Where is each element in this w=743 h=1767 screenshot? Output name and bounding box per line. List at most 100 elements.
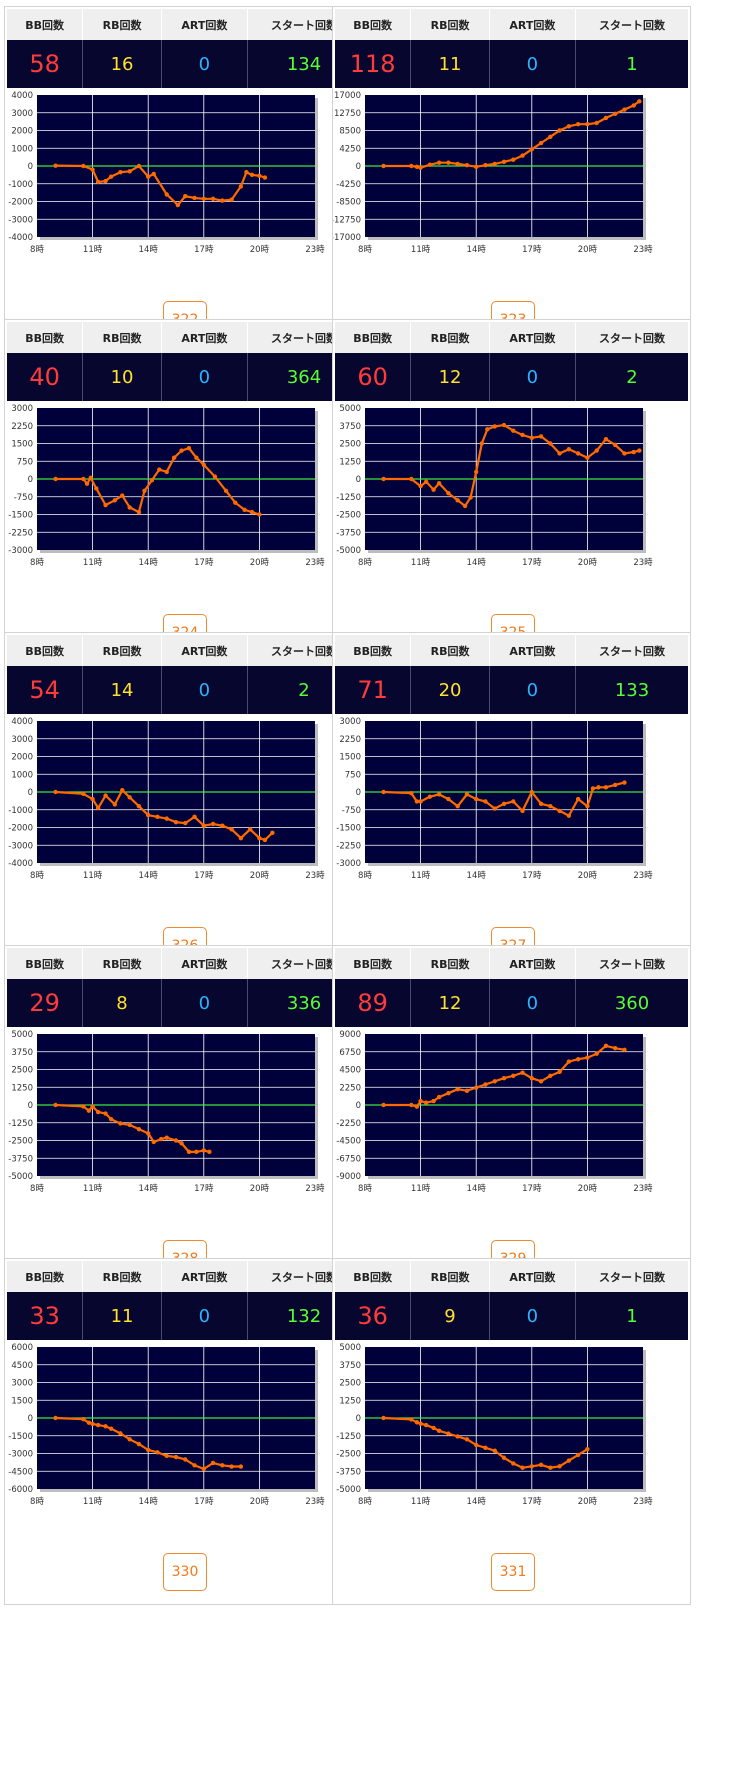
data-point <box>81 1104 86 1109</box>
data-point <box>257 173 262 178</box>
y-tick-label: 4000 <box>11 91 33 101</box>
x-tick-label: 14時 <box>467 1497 487 1507</box>
data-point <box>112 498 118 503</box>
data-point <box>155 814 160 820</box>
rb-header: RB回数 <box>83 9 162 40</box>
y-tick-label: 3000 <box>11 404 33 414</box>
data-point <box>108 1426 114 1431</box>
x-tick-label: 23時 <box>633 1497 653 1507</box>
data-point <box>427 794 433 799</box>
data-point <box>575 451 581 456</box>
y-tick-label: 0 <box>28 162 33 172</box>
x-tick-label: 20時 <box>250 1497 270 1507</box>
data-point <box>446 491 451 496</box>
data-point <box>257 512 262 517</box>
medal-chart: 5000 3750 2500 1250 0 -1250 -2500 -3750 -5000 8時 1… <box>8 1030 325 1194</box>
data-point <box>112 802 118 807</box>
medal-chart: 3000 2250 1500 750 0 -750 -1500 -2250 -3000 8時 11時… <box>336 717 653 881</box>
art-count: 0 <box>490 1292 576 1340</box>
data-point <box>210 1460 216 1466</box>
y-tick-label: 1500 <box>339 753 361 763</box>
data-point <box>108 174 114 179</box>
y-tick-label: 2000 <box>11 127 33 137</box>
data-point <box>381 1415 386 1421</box>
data-point <box>436 1094 442 1100</box>
data-point <box>585 1447 590 1452</box>
machine-number-button[interactable]: 331 <box>491 1553 535 1591</box>
y-tick-label: 2500 <box>11 1066 33 1076</box>
data-point <box>492 1448 497 1453</box>
start-count: 2 <box>626 366 638 388</box>
y-tick-label: -1250 <box>8 1119 33 1129</box>
start-count: 1 <box>626 1305 638 1327</box>
medal-chart: 5000 3750 2500 1250 0 -1250 -2500 -3750 -5000 8時 1… <box>336 1343 653 1507</box>
y-tick-label: 2250 <box>11 422 33 432</box>
data-point <box>613 1046 618 1051</box>
data-point <box>637 99 642 104</box>
bb-count: 71 <box>335 666 412 714</box>
data-point <box>468 495 473 500</box>
x-tick-label: 8時 <box>358 245 372 255</box>
x-tick-label: 20時 <box>250 871 270 881</box>
y-tick-label: -4250 <box>336 180 361 190</box>
y-tick-label: 3750 <box>339 1361 361 1371</box>
x-tick-label: 11時 <box>411 1497 431 1507</box>
data-point <box>183 820 188 826</box>
header-row: BB回数 RB回数 ART回数 スタート回数 <box>335 635 688 666</box>
data-point <box>90 796 95 802</box>
x-tick-label: 8時 <box>30 1497 44 1507</box>
data-point <box>566 813 572 818</box>
data-point <box>223 488 229 494</box>
rb-header: RB回数 <box>411 322 490 353</box>
data-point <box>418 799 423 804</box>
data-point <box>381 1102 386 1108</box>
data-point <box>381 476 386 482</box>
data-point <box>464 162 470 168</box>
data-point <box>409 790 414 796</box>
y-tick-label: 3750 <box>11 1048 33 1058</box>
data-point <box>238 184 244 189</box>
data-point <box>151 171 156 177</box>
data-point <box>242 507 247 512</box>
data-point <box>566 1458 572 1463</box>
data-point <box>585 122 590 127</box>
y-tick-label: 0 <box>28 475 33 485</box>
x-tick-label: 23時 <box>633 245 653 255</box>
x-tick-label: 20時 <box>250 1184 270 1194</box>
x-tick-label: 17時 <box>522 245 542 255</box>
data-point <box>446 1090 451 1096</box>
y-tick-label: 6750 <box>339 1048 361 1058</box>
machine-card-326: BB回数 RB回数 ART回数 スタート回数 54 14 0 2 4000 300… <box>4 632 363 979</box>
data-point <box>446 160 451 165</box>
data-point <box>575 122 581 127</box>
header-row: BB回数 RB回数 ART回数 スタート回数 <box>335 322 688 353</box>
data-point <box>446 796 451 802</box>
art-header: ART回数 <box>490 635 576 666</box>
data-point <box>464 792 470 797</box>
data-point <box>164 1135 169 1140</box>
data-point <box>501 422 507 428</box>
start-header: スタート回数 <box>598 957 665 971</box>
data-point <box>201 1148 206 1153</box>
data-point <box>95 1422 101 1428</box>
y-tick-label: 750 <box>345 770 361 780</box>
start-header: スタート回数 <box>598 1270 665 1284</box>
x-tick-label: 20時 <box>578 245 598 255</box>
data-point <box>201 462 206 467</box>
data-point <box>118 1121 123 1126</box>
bb-header: BB回数 <box>335 635 412 666</box>
data-point <box>53 163 58 168</box>
art-header: ART回数 <box>490 322 576 353</box>
y-tick-label: -2250 <box>336 841 361 851</box>
x-tick-label: 17時 <box>522 558 542 568</box>
data-point <box>381 163 386 169</box>
data-point <box>520 1465 525 1470</box>
value-row: 29 8 0 336 <box>7 979 360 1027</box>
data-point <box>431 1098 436 1104</box>
bb-header: BB回数 <box>7 1261 84 1292</box>
medal-chart: 6000 4500 3000 1500 0 -1500 -3000 -4500 -6000 8時 1… <box>8 1343 325 1507</box>
data-point <box>179 448 184 453</box>
data-point <box>183 193 188 199</box>
y-tick-label: 2000 <box>11 753 33 763</box>
machine-number-button[interactable]: 330 <box>163 1553 207 1591</box>
